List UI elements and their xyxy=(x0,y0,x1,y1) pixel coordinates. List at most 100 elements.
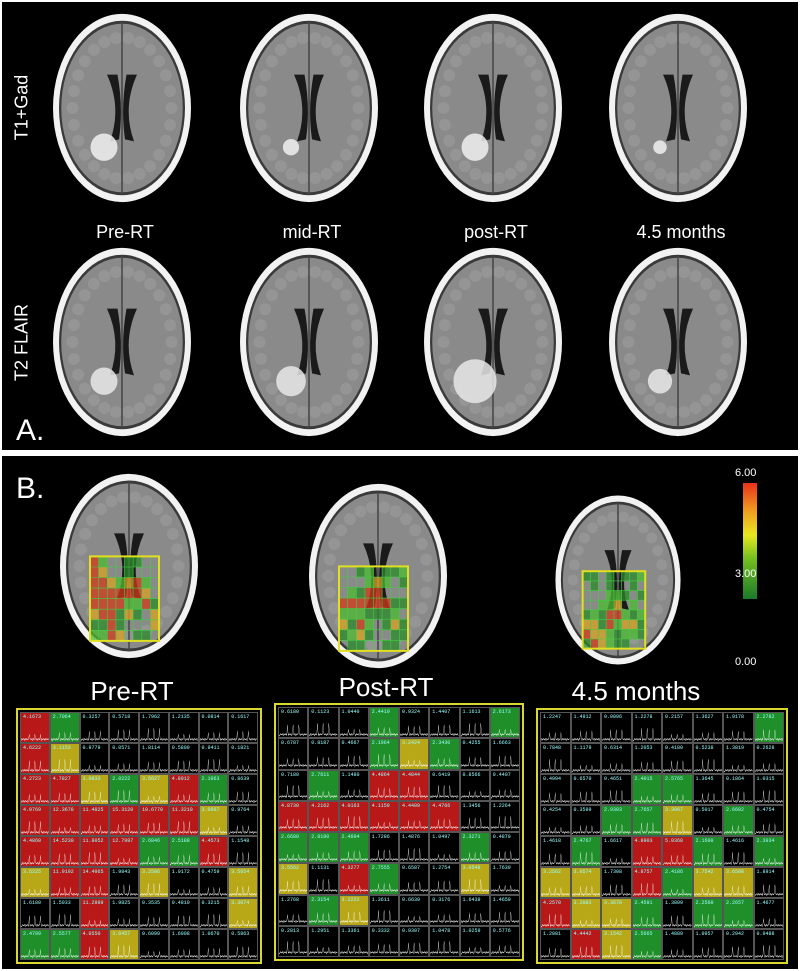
spectrum-cell: 0.3332 xyxy=(368,925,399,957)
spectrum-trace xyxy=(602,944,631,959)
spectrum-value: 0.0814 xyxy=(201,714,220,720)
spectrum-cell: 2.1600 xyxy=(692,836,723,867)
spectrum-value: 11.3210 xyxy=(171,807,193,813)
spectrum-value: 0.5017 xyxy=(695,807,714,813)
spectrum-cell: 3.3678 xyxy=(601,898,632,929)
spectrum-trace xyxy=(663,732,692,741)
spectrum-cell: 1.0172 xyxy=(168,867,199,898)
spectrum-value: 1.3645 xyxy=(695,776,714,782)
colorbar xyxy=(743,483,757,599)
spectrum-cell: 11.4825 xyxy=(79,805,110,836)
spectrum-value: 11.9192 xyxy=(52,869,74,875)
spectrum-trace xyxy=(21,793,49,804)
spectrum-cell: 1.6180 xyxy=(20,898,50,929)
timepoint-label-b-4-5-months: 4.5 months xyxy=(571,676,701,706)
spectrum-trace xyxy=(279,724,308,737)
spectrum-value: 3.2562 xyxy=(543,869,562,875)
spectrum-value: 2.6680 xyxy=(281,834,300,840)
spectrum-trace xyxy=(279,818,308,831)
spectrum-trace xyxy=(199,886,228,897)
mrsi-scan-4-5-months xyxy=(550,492,686,668)
spectrum-trace xyxy=(21,887,49,896)
spectrum-value: 1.2754 xyxy=(432,865,451,872)
spectrum-value: 2.5665 xyxy=(634,931,653,937)
spectrum-cell: 3.3074 xyxy=(228,898,258,929)
spectrum-value: 2.4604 xyxy=(341,834,360,840)
spectrum-cell: 4.3277 xyxy=(338,863,369,895)
spectrum-cell: 2.4186 xyxy=(662,867,693,898)
spectrum-trace xyxy=(541,886,570,897)
spectrum-cell: 0.4810 xyxy=(168,898,199,929)
timepoint-label-post-rt: post-RT xyxy=(464,222,528,242)
spectrum-cell: 1.4912 xyxy=(570,712,601,743)
spectrum-cell: 2.9303 xyxy=(601,805,632,836)
spectrum-cell: 0.1821 xyxy=(228,743,258,774)
spectrum-trace xyxy=(400,819,429,830)
spectrum-value: 4.1673 xyxy=(23,714,42,720)
spectrum-value: 0.6099 xyxy=(142,931,161,937)
spectrum-value: 0.3176 xyxy=(432,896,451,903)
spectrum-trace xyxy=(140,882,168,897)
spectrum-value: 3.5562 xyxy=(281,865,300,872)
spectrum-value: 0.5776 xyxy=(492,927,511,934)
spectrum-value: 2.3271 xyxy=(462,834,481,840)
spectrum-trace xyxy=(541,791,570,803)
spectrum-value: 0.5863 xyxy=(231,931,250,937)
spectrum-cell: 4.6222 xyxy=(20,743,50,774)
mrsi-scan-pre-rt xyxy=(54,470,204,662)
spectrum-value: 3.2222 xyxy=(341,896,360,903)
spectrum-cell: 0.6639 xyxy=(399,894,430,926)
spectrum-cell: 3.6457 xyxy=(109,929,139,960)
spectrum-value: 3.0574 xyxy=(573,869,592,875)
spectrum-trace xyxy=(571,918,600,927)
panel-b-letter: B. xyxy=(16,472,45,505)
spectrum-trace xyxy=(693,886,722,897)
spectrum-value: 1.2081 xyxy=(543,931,562,937)
spectrum-trace xyxy=(632,794,661,804)
spectrum-value: 2.6602 xyxy=(726,807,745,813)
spectrum-trace xyxy=(693,946,722,958)
spectrum-cell: 0.2157 xyxy=(662,712,693,743)
spectrum-trace xyxy=(279,785,308,799)
spectrum-cell: 3.2424 xyxy=(399,738,430,770)
spectrum-cell: 3.5562 xyxy=(278,863,309,895)
spectrum-value: 0.2628 xyxy=(756,745,775,751)
spectrum-value: 0.3215 xyxy=(201,900,220,906)
spectrum-cell: 2.7657 xyxy=(631,805,662,836)
spectrum-value: 0.4810 xyxy=(171,900,190,906)
spectrum-cell: 3.1542 xyxy=(601,929,632,960)
spectrum-value: 0.4255 xyxy=(462,740,481,747)
spectrum-cell: 12.3678 xyxy=(49,805,80,836)
spectrum-cell: 0.4407 xyxy=(489,769,520,801)
spectrum-value: 0.7180 xyxy=(281,771,300,778)
spectrum-cell: 2.5665 xyxy=(631,929,662,960)
spectrum-value: 1.1480 xyxy=(341,771,360,778)
spectrum-trace xyxy=(460,851,489,862)
spectrum-trace xyxy=(663,915,692,928)
spectrum-cell: 0.2628 xyxy=(753,743,784,774)
spectrum-cell: 1.0315 xyxy=(753,774,784,805)
spectrum-cell: 2.4767 xyxy=(570,836,601,867)
spectrum-cell: 1.3809 xyxy=(662,898,693,929)
spectrum-trace xyxy=(169,948,198,959)
spectrum-trace xyxy=(571,729,600,742)
spectrum-value: 4.8903 xyxy=(634,838,653,844)
spectrum-cell: 4.0163 xyxy=(338,800,369,832)
spectrum-value: 2.4799 xyxy=(23,931,42,937)
spectrum-value: 1.2278 xyxy=(634,714,653,720)
spectrum-value: 1.6180 xyxy=(23,900,42,906)
spectrum-cell: 2.8180 xyxy=(308,832,339,864)
spectrum-cell: 3.0574 xyxy=(570,867,601,898)
spectrum-value: 1.3611 xyxy=(371,896,390,903)
spectrum-value: 2.5188 xyxy=(171,838,190,844)
spectrum-trace xyxy=(50,791,79,804)
spectrum-cell: 1.3456 xyxy=(459,800,490,832)
spectrum-value: 3.0548 xyxy=(462,865,481,872)
spectrum-value: 2.4767 xyxy=(573,838,592,844)
spectrum-trace xyxy=(369,849,398,862)
spectrum-trace xyxy=(541,913,570,928)
spectrum-trace xyxy=(339,849,368,862)
spectrum-trace xyxy=(80,791,109,803)
spectrum-cell: 2.6173 xyxy=(489,707,520,739)
spectrum-value: 1.5033 xyxy=(52,900,71,906)
